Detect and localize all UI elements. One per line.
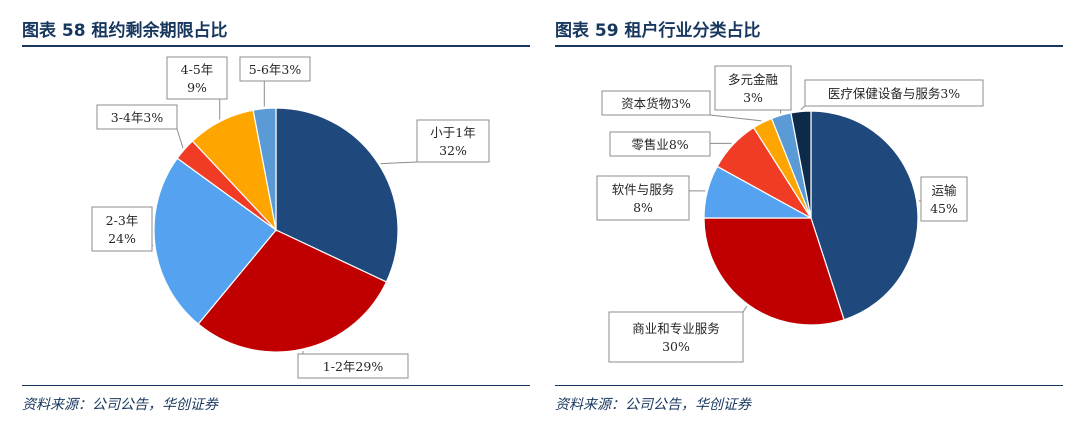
data-label-box — [91, 206, 153, 252]
slice-value: 8% — [633, 200, 653, 215]
data-label-box — [239, 56, 311, 82]
data-label-box — [609, 131, 711, 157]
pie-slice — [153, 157, 277, 325]
slice-value: 32% — [439, 143, 467, 158]
source-note: 资料来源：公司公告，华创证券 — [555, 397, 751, 413]
title-divider — [555, 45, 1063, 47]
tenant-industry-pie-chart: 运输 45% 商业和专业服务 30% 软件与服务 8% 零售业8% 资本货物3% 多元金融 3% 医… — [596, 65, 984, 363]
chart-title: 图表 58 租约剩余期限占比 — [22, 21, 228, 41]
data-label-box — [596, 175, 690, 221]
slice-value: 9% — [187, 80, 207, 95]
data-label-box — [416, 119, 490, 163]
pie-slice — [197, 229, 388, 353]
chart-title: 图表 59 租户行业分类占比 — [555, 21, 761, 41]
leader-line — [176, 128, 184, 149]
slice-label: 运输 — [931, 183, 957, 198]
data-label-box — [804, 79, 984, 107]
slice-label-value: 1-2年29% — [323, 359, 384, 374]
leader-line — [742, 305, 748, 313]
leader-line — [800, 105, 806, 110]
data-label-box — [166, 56, 228, 100]
pie-slice — [810, 110, 919, 321]
slice-label: 4-5年 — [181, 62, 214, 77]
title-divider — [22, 45, 530, 47]
chart-panel-tenant-industry: 图表 59 租户行业分类占比 运输 45% 商业和专业服务 30% 软件与服务 8% 零售业… — [555, 0, 1063, 423]
slice-label-value: 3-4年3% — [111, 110, 164, 125]
data-label-box — [297, 353, 409, 379]
data-label-box — [714, 65, 792, 111]
slice-value: 30% — [662, 339, 690, 354]
slice-label: 2-3年 — [106, 213, 139, 228]
pie-slice — [252, 107, 277, 231]
slice-label-value: 零售业8% — [631, 137, 688, 152]
pie-slice — [275, 107, 399, 283]
slice-label: 商业和专业服务 — [632, 321, 720, 336]
data-label-box — [920, 176, 968, 222]
slice-label-value: 资本货物3% — [621, 96, 691, 111]
slice-value: 24% — [108, 231, 136, 246]
slice-label: 软件与服务 — [612, 182, 675, 197]
slice-label: 多元金融 — [728, 72, 779, 87]
lease-term-pie-chart: 小于1年 32% 1-2年29% 2-3年 24% 3-4年3% 4-5年 9% 5-6年3% — [91, 56, 490, 379]
source-note: 资料来源：公司公告，华创证券 — [22, 397, 218, 413]
data-label-box — [601, 90, 711, 116]
pie-slice — [790, 110, 812, 219]
slice-value: 45% — [930, 201, 958, 216]
leader-line — [709, 114, 762, 122]
slice-label: 小于1年 — [430, 125, 475, 140]
slice-value: 3% — [743, 90, 763, 105]
chart-panel-lease-term: 图表 58 租约剩余期限占比 小于1年 32% 1-2年29% 2-3年 24% 3-4年… — [22, 0, 530, 423]
slice-label-value: 医疗保健设备与服务3% — [828, 86, 960, 101]
source-divider — [555, 385, 1063, 386]
data-label-box — [96, 104, 178, 130]
slice-label-value: 5-6年3% — [249, 62, 302, 77]
source-divider — [22, 385, 530, 386]
pie-slice — [703, 217, 845, 326]
data-label-box — [608, 311, 744, 363]
leader-line — [380, 161, 418, 165]
